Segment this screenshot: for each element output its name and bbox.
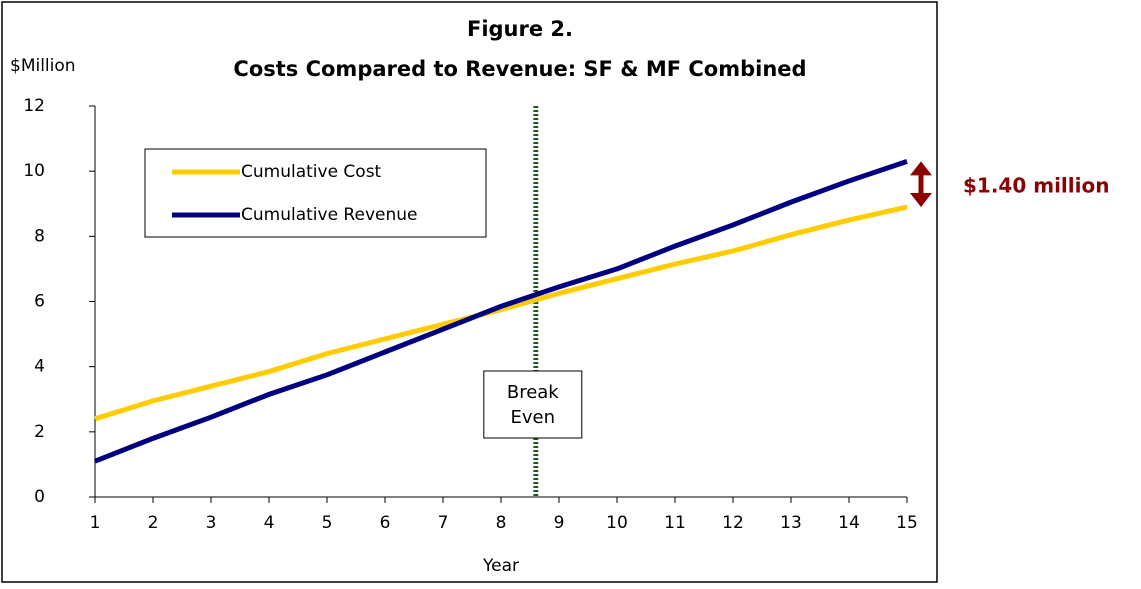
gap-label: $1.40 million (963, 174, 1109, 198)
break-even-label: Break (507, 382, 559, 403)
x-tick-label: 3 (206, 513, 217, 533)
x-tick-label: 9 (554, 513, 565, 533)
series-line (94, 159, 908, 464)
gap-arrow-head (910, 161, 932, 176)
x-tick-label: 5 (322, 513, 333, 533)
x-tick-label: 8 (496, 513, 507, 533)
x-tick-label: 2 (148, 513, 159, 533)
y-tick-label: 8 (34, 226, 45, 246)
x-tick-label: 7 (438, 513, 449, 533)
x-tick-label: 13 (780, 513, 802, 533)
y-tick-label: 6 (34, 292, 45, 312)
y-tick-label: 12 (23, 96, 45, 116)
x-tick-label: 1 (90, 513, 101, 533)
y-axis-label: $Million (10, 56, 76, 76)
series-line (94, 204, 908, 422)
y-tick-label: 4 (34, 357, 45, 377)
chart-title: Figure 2. (467, 17, 573, 41)
y-tick-label: 0 (34, 487, 45, 507)
y-tick-label: 10 (23, 161, 45, 181)
chart-border (1, 1, 938, 583)
gap-arrow-head (910, 193, 932, 208)
x-tick-label: 12 (722, 513, 744, 533)
x-tick-label: 15 (896, 513, 918, 533)
legend-label: Cumulative Revenue (241, 205, 417, 225)
x-tick-label: 14 (838, 513, 860, 533)
break-even-box (483, 370, 583, 439)
x-tick-label: 6 (380, 513, 391, 533)
x-tick-label: 11 (664, 513, 686, 533)
x-tick-label: 4 (264, 513, 275, 533)
x-tick-label: 10 (606, 513, 628, 533)
x-axis-label: Year (482, 556, 519, 576)
y-tick-label: 2 (34, 422, 45, 442)
chart-subtitle: Costs Compared to Revenue: SF & MF Combi… (233, 57, 806, 81)
break-even-label: Even (511, 407, 556, 428)
legend-label: Cumulative Cost (241, 162, 382, 182)
legend-box (144, 148, 487, 238)
